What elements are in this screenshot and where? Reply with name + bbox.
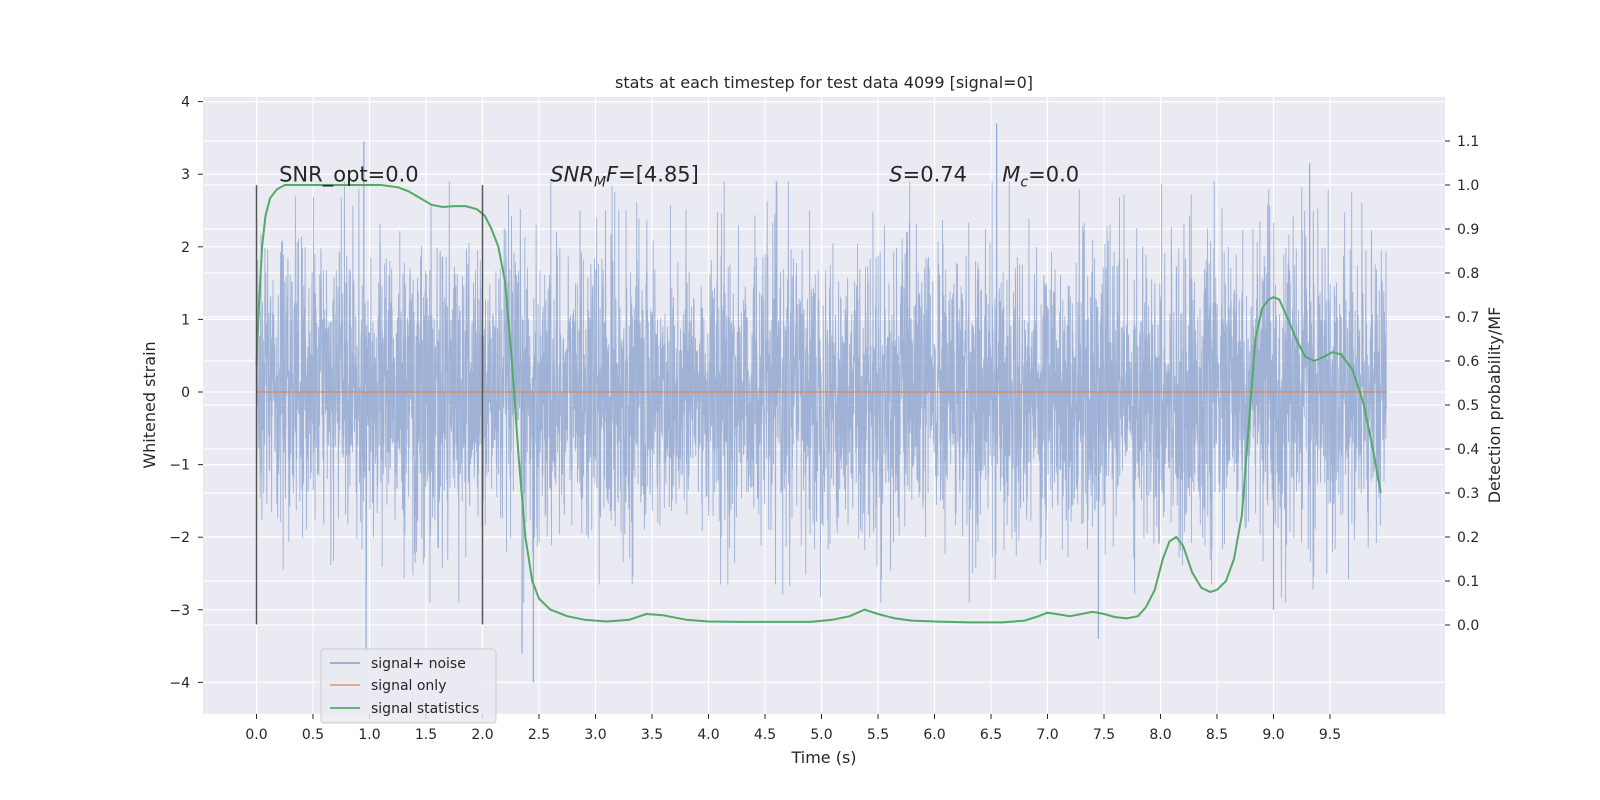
stat-annotation: SNRMF=[4.85]: [550, 162, 699, 190]
x-tick-label: 6.5: [980, 727, 1002, 743]
y2-tick-label: 0.9: [1457, 222, 1479, 238]
y2-tick-label: 0.3: [1457, 486, 1479, 502]
x-tick-label: 7.5: [1093, 727, 1115, 743]
y2-tick-label: 0.5: [1457, 398, 1479, 414]
y2-tick-label: 0.6: [1457, 354, 1479, 370]
series-signal-noise: [256, 181, 1387, 603]
y-tick-label: 3: [181, 167, 190, 183]
y-tick-label: −4: [169, 675, 190, 691]
y2-tick-label: 0.1: [1457, 574, 1479, 590]
x-tick-label: 5.0: [810, 727, 832, 743]
y-tick-label: 2: [181, 240, 190, 256]
x-tick-label: 5.5: [867, 727, 889, 743]
y-tick-label: 1: [181, 312, 190, 328]
x-tick-label: 1.0: [358, 727, 380, 743]
x-tick-label: 0.0: [245, 727, 267, 743]
x-tick-label: 3.0: [584, 727, 606, 743]
y-tick-label: 0: [181, 385, 190, 401]
y2-tick-label: 1.0: [1457, 178, 1479, 194]
y2-tick-label: 0.2: [1457, 530, 1479, 546]
x-tick-label: 9.0: [1262, 727, 1284, 743]
legend-label-noise: signal+ noise: [371, 656, 466, 672]
legend-box: [320, 648, 497, 724]
x-tick-label: 9.5: [1319, 727, 1341, 743]
stat-annotation: S=0.74: [889, 162, 967, 186]
noise-series: [256, 123, 1387, 683]
y-ticks: 4 3 2 1 0 −1 −2 −3 −4: [169, 95, 203, 691]
x-tick-label: 4.5: [754, 727, 776, 743]
stat-annotation: Mc=0.0: [1002, 162, 1079, 190]
y2-tick-label: 0.0: [1457, 618, 1479, 634]
stat-annotation: SNR_opt=0.0: [279, 162, 419, 187]
y-tick-label: 4: [181, 95, 190, 111]
x-tick-label: 3.5: [641, 727, 663, 743]
annotations: SNR_opt=0.0 SNRMF=[4.85] S=0.74 Mc=0.0: [279, 162, 1079, 190]
y2-tick-label: 1.1: [1457, 134, 1479, 150]
x-ticks: 0.0 0.5 1.0 1.5 2.0 2.5 3.0 3.5 4.0 4.5 5.0 5.5 6.0 6…: [245, 714, 1341, 743]
y-tick-label: −2: [169, 530, 190, 546]
y-tick-label: −1: [169, 458, 190, 474]
x-tick-label: 2.5: [528, 727, 550, 743]
x-tick-label: 6.0: [923, 727, 945, 743]
x-tick-label: 4.0: [697, 727, 719, 743]
legend-label-stats: signal statistics: [371, 701, 479, 717]
x-tick-label: 1.5: [415, 727, 437, 743]
y-axis-label: Whitened strain: [140, 341, 159, 468]
chart-title: stats at each timestep for test data 409…: [615, 73, 1033, 92]
y-tick-label: −3: [169, 603, 190, 619]
y2-ticks: 1.1 1.0 0.9 0.8 0.7 0.6 0.5 0.4 0.3 0.2 0.1 0.0: [1445, 134, 1479, 634]
x-tick-label: 8.5: [1206, 727, 1228, 743]
line-series: [255, 184, 1387, 624]
y2-tick-label: 0.8: [1457, 266, 1479, 282]
x-tick-label: 0.5: [302, 727, 324, 743]
series-signal-statistics: [255, 184, 1382, 624]
legend: signal+ noise signal only signal statist…: [320, 648, 497, 724]
x-tick-label: 2.0: [471, 727, 493, 743]
x-tick-label: 8.0: [1149, 727, 1171, 743]
x-tick-label: 7.0: [1036, 727, 1058, 743]
legend-label-signal: signal only: [371, 678, 446, 694]
y2-tick-label: 0.4: [1457, 442, 1479, 458]
x-axis-label: Time (s): [790, 748, 856, 767]
y2-tick-label: 0.7: [1457, 310, 1479, 326]
y2-axis-label: Detection probability/MF: [1485, 307, 1504, 504]
vertical-markers: [255, 185, 484, 625]
